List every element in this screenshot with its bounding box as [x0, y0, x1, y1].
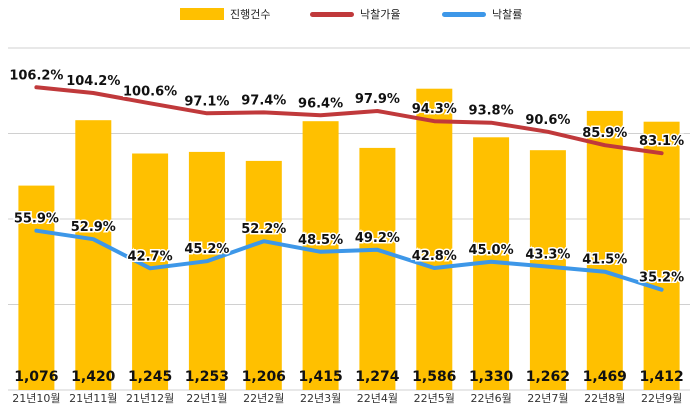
x-tick-label: 22년8월 — [584, 392, 625, 405]
x-tick-label: 21년11월 — [69, 392, 117, 405]
price-ratio-label: 85.9% — [582, 126, 627, 141]
bar-value-label: 1,586 — [412, 369, 456, 385]
bar — [416, 88, 453, 390]
bar — [245, 160, 282, 390]
bar — [18, 185, 55, 390]
legend-label-sale-rate: 낙찰률 — [492, 8, 523, 21]
bar-value-label: 1,076 — [14, 369, 58, 385]
sale-rate-label: 45.2% — [184, 242, 229, 257]
bar-value-label: 1,420 — [71, 369, 116, 385]
price-ratio-label: 97.4% — [241, 93, 286, 108]
sale-rate-label: 35.2% — [639, 271, 684, 286]
bar-value-label: 1,262 — [526, 369, 570, 385]
bar-value-label: 1,412 — [639, 369, 683, 385]
bar — [302, 121, 339, 390]
sale-rate-label: 48.5% — [298, 233, 343, 248]
legend-swatch-sale-rate — [442, 11, 486, 17]
sale-rate-label: 55.9% — [14, 212, 59, 227]
sale-rate-label: 43.3% — [525, 248, 570, 263]
bar — [643, 121, 680, 390]
bar — [586, 110, 623, 391]
bar-value-label: 1,415 — [298, 369, 342, 385]
sale-rate-line — [34, 228, 664, 292]
bar-value-label: 1,469 — [583, 369, 627, 385]
price-ratio-label: 90.6% — [525, 113, 570, 128]
x-tick-label: 22년9월 — [641, 392, 682, 405]
bar-value-label: 1,245 — [128, 369, 172, 385]
bar — [359, 147, 396, 390]
legend-label-bar: 진행건수 — [230, 8, 271, 21]
sale-rate-label: 52.2% — [241, 222, 286, 237]
legend: 진행건수 낙찰가율 낙찰률 — [0, 6, 699, 26]
bar — [529, 150, 566, 390]
x-tick-label: 22년6월 — [470, 392, 511, 405]
price-ratio-label: 97.9% — [355, 92, 400, 107]
bar — [132, 153, 169, 390]
legend-item-sale-rate: 낙찰률 — [442, 6, 522, 22]
price-ratio-label: 104.2% — [66, 74, 120, 89]
x-tick-label: 22년5월 — [414, 392, 455, 405]
bar-value-label: 1,274 — [355, 369, 400, 385]
price-ratio-label: 93.8% — [469, 104, 514, 119]
price-ratio-label: 97.1% — [184, 94, 229, 109]
price-ratio-label: 94.3% — [412, 102, 457, 117]
price-ratio-line — [34, 85, 664, 156]
legend-swatch-price-ratio — [310, 11, 354, 17]
bar-value-label: 1,206 — [242, 369, 286, 385]
bar — [188, 151, 225, 390]
bar-value-label: 1,330 — [469, 369, 514, 385]
x-tick-label: 21년12월 — [126, 392, 174, 405]
sale-rate-label: 52.9% — [71, 220, 116, 235]
sale-rate-label: 42.7% — [128, 249, 173, 264]
price-ratio-label: 96.4% — [298, 96, 343, 111]
x-tick-label: 22년1월 — [186, 392, 227, 405]
legend-label-price-ratio: 낙찰가율 — [360, 8, 401, 21]
bar — [75, 120, 112, 390]
legend-swatch-bar — [180, 8, 224, 20]
x-tick-label: 22년2월 — [243, 392, 284, 405]
price-ratio-label: 106.2% — [9, 68, 63, 83]
x-tick-label: 21년10월 — [12, 392, 60, 405]
price-ratio-label: 83.1% — [639, 134, 684, 149]
legend-item-price-ratio: 낙찰가율 — [310, 6, 400, 22]
x-tick-label: 22년4월 — [357, 392, 398, 405]
x-tick-label: 22년7월 — [527, 392, 568, 405]
sale-rate-label: 45.0% — [469, 243, 514, 258]
sale-rate-label: 49.2% — [355, 231, 400, 246]
legend-item-bar: 진행건수 — [180, 6, 270, 22]
x-tick-label: 22년3월 — [300, 392, 341, 405]
bar-value-label: 1,253 — [185, 369, 229, 385]
sale-rate-label: 41.5% — [582, 253, 627, 268]
price-ratio-label: 100.6% — [123, 84, 177, 99]
sale-rate-label: 42.8% — [412, 249, 457, 264]
